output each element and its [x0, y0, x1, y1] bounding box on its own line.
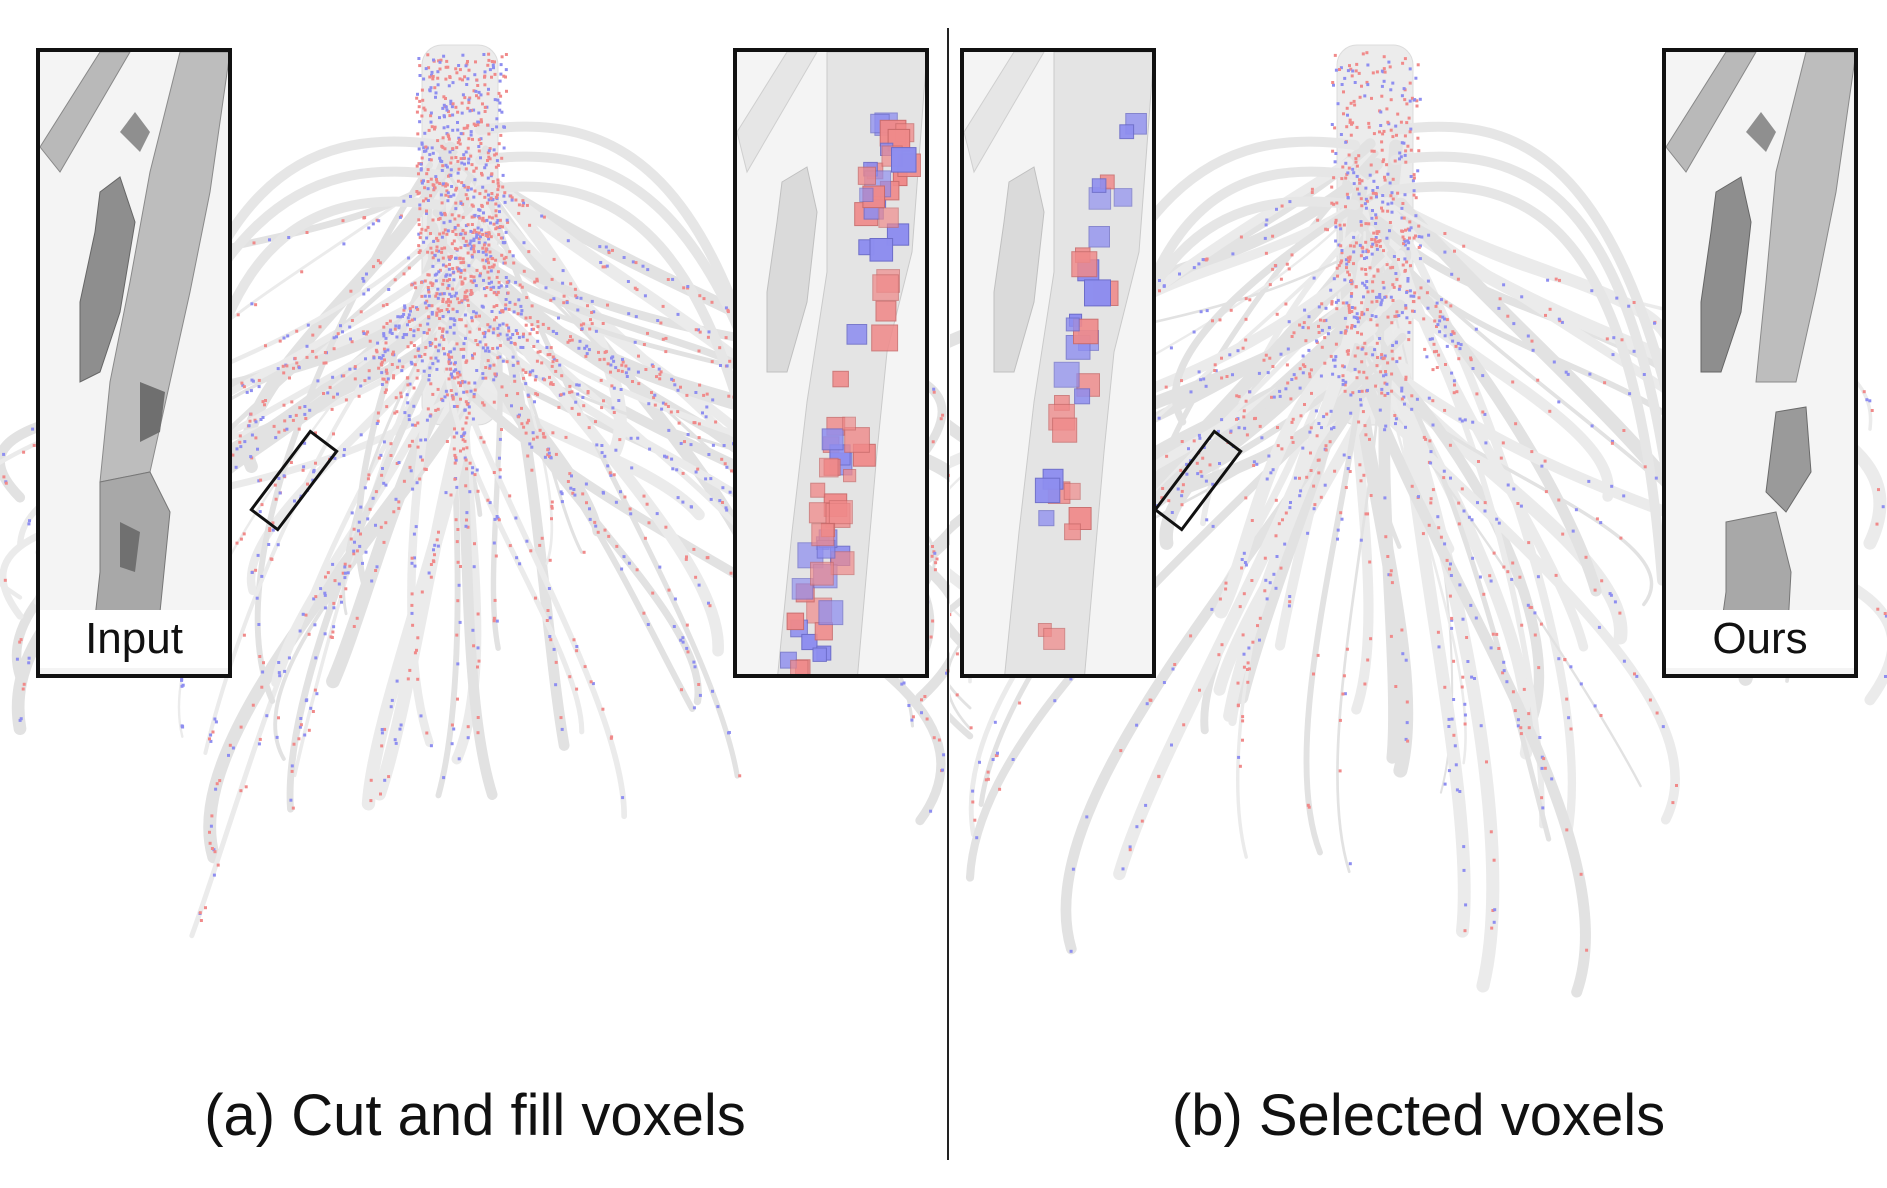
inset-ours-label: Ours [1666, 610, 1854, 668]
inset-input-label: Input [40, 610, 228, 668]
panel-a-caption: (a) Cut and fill voxels [204, 1083, 746, 1148]
inset-ours: Ours [1662, 48, 1858, 678]
voxel-closeup-a [737, 52, 925, 674]
input-mesh-closeup [40, 52, 228, 665]
inset-voxel-closeup-b [960, 48, 1156, 678]
panel-divider [947, 28, 949, 1160]
voxel-closeup-b [964, 52, 1152, 674]
panel-cut-and-fill: Input (a) Cut and fill voxels [0, 44, 950, 1148]
inset-voxel-closeup-a [733, 48, 929, 678]
panel-b-caption: (b) Selected voxels [1171, 1083, 1666, 1148]
panel-selected: Ours (b) Selected voxels [950, 0, 1887, 1188]
ours-mesh-closeup [1666, 52, 1854, 665]
inset-input: Input [36, 48, 232, 678]
